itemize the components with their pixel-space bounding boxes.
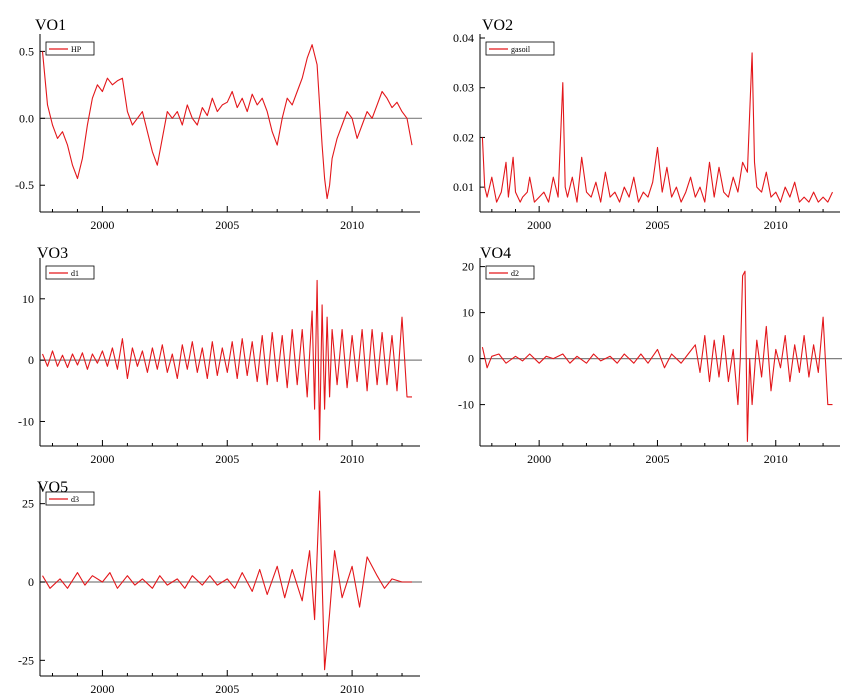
x-tick-label: 2005: [215, 452, 239, 466]
legend-label: d1: [71, 269, 79, 278]
legend: gasoil: [485, 41, 555, 56]
legend: d1: [45, 265, 95, 280]
x-tick-label: 2005: [645, 218, 669, 232]
y-tick-label: 0.5: [19, 44, 34, 58]
series-line-d1: [41, 279, 412, 441]
x-tick-label: 2010: [340, 682, 364, 696]
y-tick-label: 10: [22, 292, 34, 306]
x-tick-label: 2005: [215, 682, 239, 696]
legend-label: gasoil: [511, 45, 531, 54]
legend-label: d3: [71, 495, 79, 504]
series-line-gasoil: [481, 52, 833, 203]
y-tick-label: 0.04: [453, 31, 474, 45]
y-tick-label: 10: [462, 306, 474, 320]
x-tick-label: 2010: [764, 452, 788, 466]
legend: d3: [45, 491, 95, 506]
legend-box: [45, 41, 95, 56]
series-line-d2: [481, 270, 833, 442]
x-tick-label: 2005: [215, 218, 239, 232]
panel-vo2: VO2 0.04 0.03 0.02 0.01 2000 2005 2010 gasoil: [453, 17, 840, 232]
legend-label: HP: [71, 45, 82, 54]
y-tick-label: 20: [462, 260, 474, 274]
x-tick-label: 2000: [90, 218, 114, 232]
x-tick-label: 2005: [645, 452, 669, 466]
y-tick-label: 0: [28, 575, 34, 589]
y-tick-label: 0: [468, 352, 474, 366]
panel-title: VO4: [480, 245, 511, 262]
x-tick-label: 2000: [527, 452, 551, 466]
y-tick-label: -0.5: [15, 178, 34, 192]
legend-box: [45, 491, 95, 506]
panel-title: VO3: [37, 245, 68, 262]
y-tick-label: 0.03: [453, 81, 474, 95]
x-tick-label: 2010: [764, 218, 788, 232]
series-line-HP: [41, 44, 413, 200]
y-tick-label: -25: [18, 653, 34, 667]
y-tick-label: 0: [28, 353, 34, 367]
legend-box: [485, 41, 555, 56]
y-tick-label: -10: [18, 414, 34, 428]
series-line-d3: [42, 490, 412, 671]
legend: d2: [485, 265, 535, 280]
x-tick-label: 2000: [527, 218, 551, 232]
panel-title: VO1: [35, 17, 66, 34]
legend-label: d2: [511, 269, 519, 278]
x-tick-label: 2000: [90, 452, 114, 466]
y-tick-label: 0.02: [453, 130, 474, 144]
y-tick-label: 0.0: [19, 111, 34, 125]
y-tick-label: -10: [458, 398, 474, 412]
panel-vo3: VO3 10 0 -10 2000 2005 2010 d1: [18, 245, 422, 466]
legend: HP: [45, 41, 95, 56]
panel-title: VO2: [482, 17, 513, 34]
x-tick-label: 2010: [340, 218, 364, 232]
y-tick-label: 0.01: [453, 180, 474, 194]
y-tick-label: 25: [22, 497, 34, 511]
x-tick-label: 2010: [340, 452, 364, 466]
x-tick-label: 2000: [90, 682, 114, 696]
legend-box: [485, 265, 535, 280]
legend-box: [45, 265, 95, 280]
